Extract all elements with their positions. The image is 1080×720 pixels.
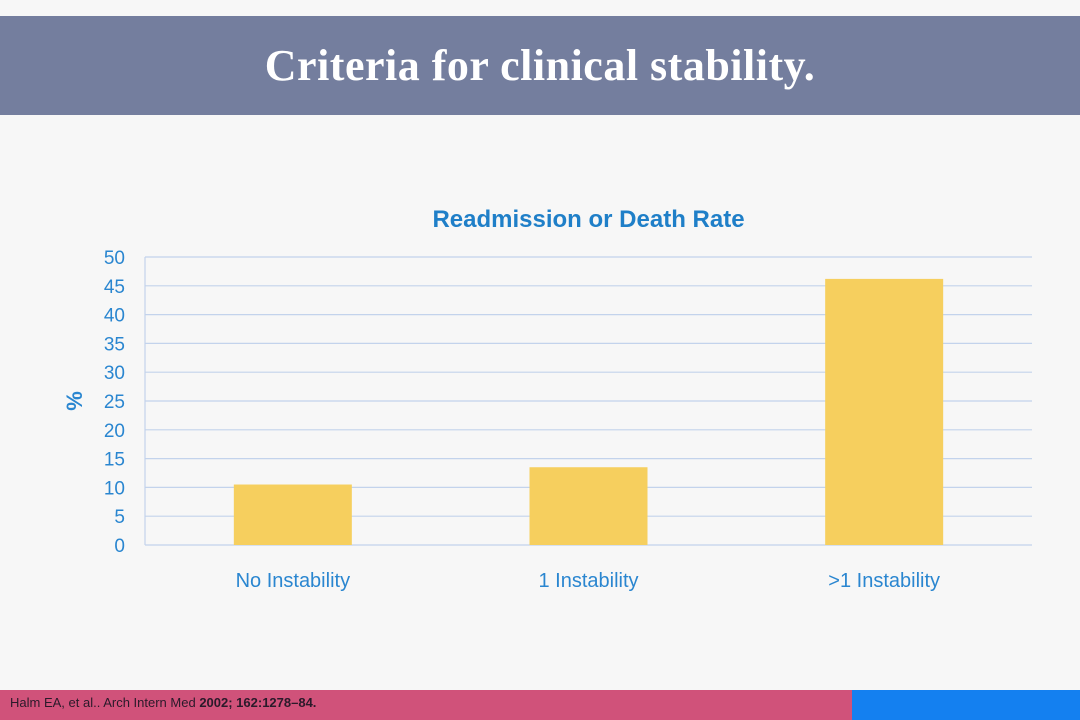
footer-right-band (852, 690, 1080, 720)
y-tick-label: 35 (104, 334, 125, 355)
x-category-label: >1 Instability (828, 570, 940, 592)
y-tick-label: 5 (114, 507, 125, 528)
y-tick-label: 15 (104, 450, 125, 471)
x-category-label: 1 Instability (538, 570, 638, 592)
chart-title: Readmission or Death Rate (432, 206, 744, 233)
slide-title: Criteria for clinical stability. (264, 41, 816, 90)
footer-bar: Halm EA, et al.. Arch Intern Med 2002; 1… (0, 690, 1080, 720)
y-tick-label: 0 (114, 536, 125, 557)
citation-reference: 2002; 162:1278–84. (199, 695, 317, 710)
y-tick-label: 20 (104, 421, 125, 442)
citation: Halm EA, et al.. Arch Intern Med 2002; 1… (10, 695, 316, 710)
bar-chart: Readmission or Death Rate 0 5 10 15 20 25 30 35 4… (62, 206, 1032, 592)
citation-text: Halm EA, et al.. Arch Intern Med (10, 695, 200, 710)
x-category-label: No Instability (236, 570, 351, 592)
y-tick-label: 50 (104, 248, 125, 269)
title-bar: Criteria for clinical stability. (0, 16, 1080, 115)
y-axis-label: % (62, 391, 87, 411)
bar (825, 278, 944, 545)
footer-left-band: Halm EA, et al.. Arch Intern Med 2002; 1… (0, 690, 852, 720)
y-tick-label: 40 (104, 306, 125, 327)
bar (233, 484, 352, 545)
y-tick-label: 10 (104, 478, 125, 499)
y-tick-label: 25 (104, 392, 125, 413)
bar (529, 467, 648, 545)
y-tick-label: 45 (104, 277, 125, 298)
y-tick-label: 30 (104, 363, 125, 384)
